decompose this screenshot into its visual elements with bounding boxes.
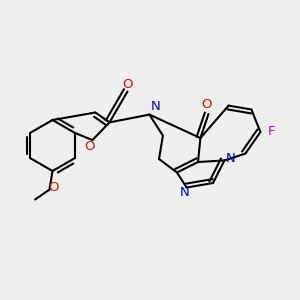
Text: N: N [151, 100, 161, 113]
Text: N: N [226, 152, 236, 166]
Text: O: O [122, 77, 133, 91]
Text: N: N [179, 186, 189, 200]
Text: F: F [268, 125, 276, 139]
Text: O: O [84, 140, 95, 153]
Text: O: O [201, 98, 211, 112]
Text: O: O [48, 181, 59, 194]
